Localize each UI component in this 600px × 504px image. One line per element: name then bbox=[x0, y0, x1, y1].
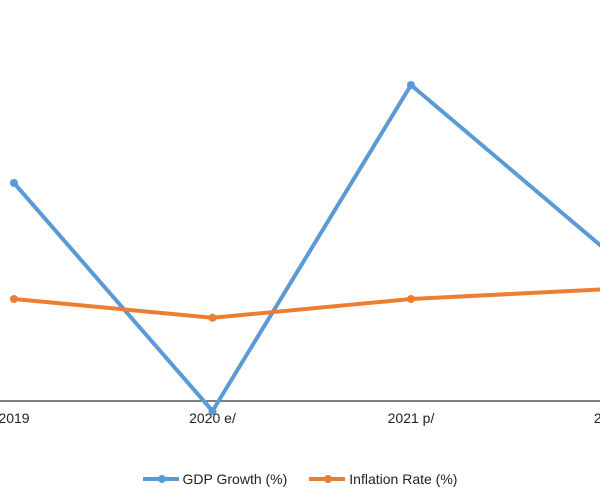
legend: GDP Growth (%) Inflation Rate (%) bbox=[0, 471, 600, 487]
legend-swatch-gdp bbox=[142, 475, 179, 483]
legend-label-gdp: GDP Growth (%) bbox=[182, 471, 288, 487]
x-tick-label: 2022 bbox=[594, 410, 600, 426]
x-tick-label: 2021 p/ bbox=[388, 410, 435, 426]
legend-swatch-inflation bbox=[309, 475, 346, 483]
data-point bbox=[407, 81, 415, 89]
legend-label-inflation: Inflation Rate (%) bbox=[349, 471, 458, 487]
series-line-0 bbox=[12, 83, 600, 413]
data-point bbox=[10, 179, 18, 187]
legend-item-inflation: Inflation Rate (%) bbox=[309, 471, 457, 487]
data-point bbox=[407, 295, 415, 303]
legend-item-gdp: GDP Growth (%) bbox=[142, 471, 288, 487]
x-tick-label: 2019 bbox=[0, 410, 30, 426]
series-line-1 bbox=[13, 287, 600, 320]
data-point bbox=[208, 313, 217, 322]
x-tick-label: 2020 e/ bbox=[189, 410, 236, 426]
data-point bbox=[208, 407, 217, 415]
data-point bbox=[10, 295, 18, 303]
